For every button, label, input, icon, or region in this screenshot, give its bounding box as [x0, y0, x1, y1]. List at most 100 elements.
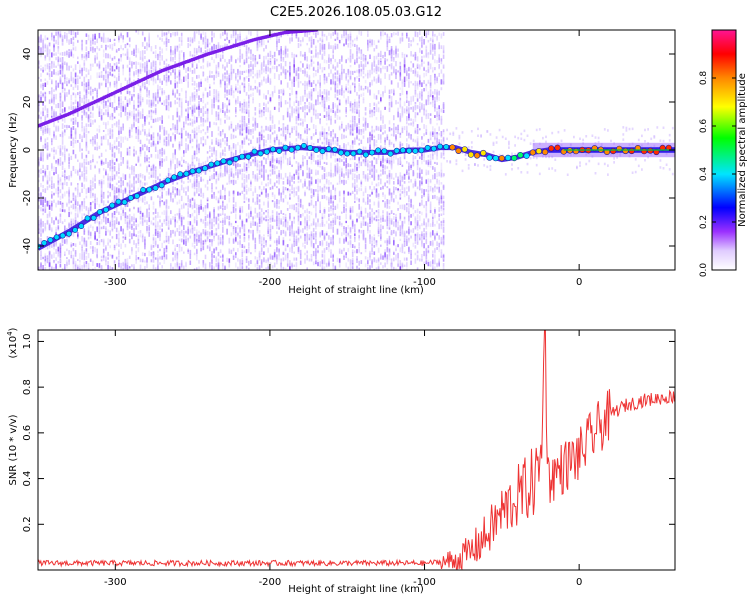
noise-cell [224, 111, 226, 116]
noise-cell [141, 181, 144, 188]
noise-cell [215, 67, 218, 73]
noise-cell [260, 134, 263, 141]
noise-cell [111, 144, 114, 149]
noise-cell [48, 131, 51, 136]
noise-cell [109, 129, 111, 134]
noise-cell [64, 219, 66, 222]
noise-cell [187, 249, 189, 252]
noise-cell [280, 128, 282, 131]
noise-cell [70, 127, 73, 132]
noise-cell [224, 103, 226, 108]
noise-cell [176, 228, 179, 233]
noise-cell [85, 113, 88, 118]
noise-cell [174, 193, 176, 198]
noise-cell [211, 174, 213, 180]
noise-cell [157, 258, 159, 263]
noise-cell [55, 53, 57, 56]
noise-cell [85, 166, 88, 171]
noise-cell [200, 204, 202, 208]
noise-cell [159, 78, 161, 84]
noise-cell [96, 46, 98, 50]
noise-cell [66, 235, 68, 238]
noise-cell [256, 173, 259, 176]
noise-cell [70, 118, 73, 122]
noise-cell [269, 173, 272, 177]
noise-cell [178, 190, 181, 196]
noise-cell [105, 169, 107, 175]
noise-cell [241, 249, 244, 253]
noise-cell [144, 129, 146, 134]
noise-cell [92, 181, 94, 188]
noise-cell [72, 43, 75, 47]
noise-cell [68, 136, 70, 139]
noise-cell [61, 182, 64, 186]
noise-cell [224, 146, 226, 153]
noise-cell [139, 96, 142, 103]
noise-cell [66, 77, 68, 80]
noise-cell [286, 130, 289, 134]
noise-cell [72, 258, 75, 262]
noise-cell [178, 37, 181, 42]
noise-cell [148, 80, 150, 86]
noise-cell [191, 224, 194, 230]
noise-cell [219, 58, 222, 62]
noise-cell [64, 264, 66, 270]
noise-cell [124, 174, 127, 180]
noise-cell [178, 244, 181, 248]
noise-cell [276, 174, 278, 179]
noise-cell [115, 195, 118, 201]
noise-cell [252, 161, 254, 164]
noise-cell [228, 59, 231, 64]
noise-cell [64, 171, 66, 174]
noise-cell [276, 186, 278, 189]
noise-cell [267, 266, 269, 269]
noise-cell [217, 205, 220, 209]
noise-cell [159, 179, 161, 183]
noise-cell [258, 110, 261, 115]
noise-cell [161, 38, 163, 42]
noise-cell [59, 263, 62, 268]
noise-cell [222, 209, 224, 213]
noise-cell [81, 126, 83, 132]
noise-cell [191, 121, 194, 127]
noise-cell [53, 69, 55, 75]
noise-cell [163, 60, 166, 65]
noise-cell [118, 73, 120, 77]
noise-cell [245, 57, 248, 64]
noise-cell [48, 223, 51, 229]
noise-cell [135, 254, 137, 261]
noise-cell [152, 189, 155, 193]
noise-cell [165, 63, 168, 70]
noise-cell [107, 112, 109, 118]
noise-cell [189, 135, 192, 141]
noise-cell [165, 240, 168, 243]
noise-cell [141, 196, 144, 201]
noise-cell [239, 85, 241, 90]
noise-cell [85, 89, 88, 93]
noise-cell [265, 267, 267, 270]
noise-cell [128, 217, 131, 221]
noise-cell [100, 265, 103, 270]
noise-cell [241, 244, 244, 248]
noise-cell [185, 203, 187, 206]
noise-cell [267, 257, 269, 262]
noise-cell [96, 93, 98, 100]
noise-cell [66, 32, 68, 38]
noise-cell [113, 140, 116, 145]
noise-cell [297, 185, 300, 191]
noise-cell [206, 135, 209, 139]
noise-cell [135, 114, 137, 117]
noise-cell [198, 105, 200, 110]
noise-cell [172, 239, 174, 245]
noise-cell [291, 250, 293, 254]
noise-cell [105, 226, 107, 229]
noise-cell [297, 211, 300, 214]
noise-cell [172, 88, 174, 94]
noise-cell [81, 171, 83, 177]
noise-cell [250, 184, 252, 188]
noise-cell [159, 96, 161, 101]
noise-cell [215, 122, 218, 126]
noise-cell [263, 186, 265, 191]
noise-cell [191, 212, 194, 217]
noise-cell [180, 246, 183, 252]
